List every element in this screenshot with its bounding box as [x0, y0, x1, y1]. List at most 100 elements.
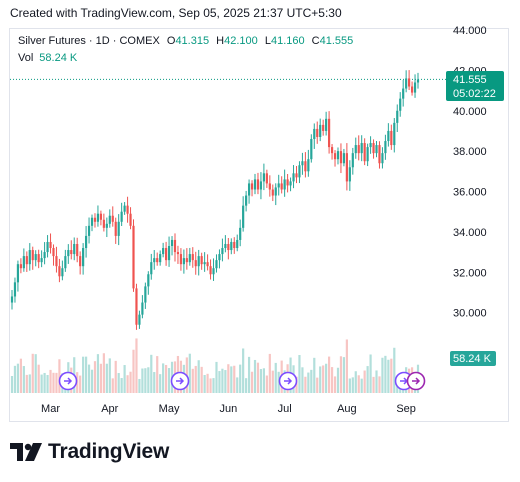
volume-bar	[40, 374, 43, 393]
event-marker-icon[interactable]	[58, 371, 78, 391]
legend-low-label: L	[264, 35, 271, 47]
event-marker-icon[interactable]	[278, 371, 298, 391]
volume-bar	[16, 363, 20, 393]
candle-body	[194, 260, 197, 267]
candle-body	[76, 243, 79, 257]
candle-body	[179, 254, 183, 265]
volume-bar	[114, 360, 117, 393]
volume-bar	[22, 366, 25, 393]
candle	[70, 240, 73, 260]
tradingview-logo-icon	[10, 443, 42, 461]
candle-body	[165, 248, 168, 261]
candle	[242, 196, 245, 232]
candle-body	[360, 143, 363, 154]
candle	[182, 249, 185, 274]
candle	[215, 254, 218, 273]
candle	[67, 244, 70, 264]
volume-bar	[333, 376, 337, 393]
candle-body	[247, 183, 251, 196]
volume-bar	[167, 368, 171, 393]
volume-legend-value: 58.24 K	[39, 52, 78, 64]
candle	[10, 289, 14, 310]
x-tick-label: Apr	[101, 403, 118, 415]
candle-body	[336, 151, 340, 160]
volume-bar	[345, 339, 348, 393]
candle-body	[416, 79, 420, 83]
candle	[336, 147, 340, 165]
volume-bar	[339, 356, 343, 393]
candle	[111, 206, 114, 227]
tradingview-brand[interactable]: TradingView	[10, 440, 169, 464]
candle-body	[167, 246, 171, 261]
candle-body	[339, 151, 343, 164]
candle-body	[58, 266, 61, 277]
volume-bar	[212, 378, 215, 393]
chart-legend: Silver Futures · 1D · COMEX O41.315 H42.…	[18, 35, 353, 47]
volume-bar	[363, 370, 366, 393]
y-tick-label: 36.000	[453, 187, 487, 199]
candle-body	[25, 256, 28, 265]
candle-body	[363, 143, 366, 162]
candles	[10, 70, 420, 330]
event-marker-icon[interactable]	[406, 371, 426, 391]
candle-body	[135, 288, 138, 325]
candle-body	[289, 181, 292, 186]
candle-body	[105, 223, 108, 228]
candle-body	[399, 98, 402, 111]
candle	[40, 250, 43, 268]
candle-body	[304, 161, 307, 172]
volume-bar	[123, 365, 126, 393]
candle	[256, 172, 260, 195]
candle-body	[384, 141, 387, 154]
candle-body	[123, 205, 126, 212]
volume-bar	[393, 347, 396, 393]
candle	[150, 253, 153, 280]
candle	[200, 252, 203, 270]
candle-body	[239, 227, 242, 240]
candle	[313, 123, 316, 149]
candle	[236, 234, 239, 252]
candle-body	[410, 86, 414, 93]
candle	[43, 242, 46, 265]
x-tick-label: Aug	[337, 403, 357, 415]
candle	[301, 152, 304, 175]
candle-body	[230, 241, 233, 251]
candle	[393, 118, 396, 153]
candle	[416, 72, 420, 89]
volume-bar	[384, 355, 387, 393]
candle-body	[209, 266, 212, 275]
candle	[375, 141, 378, 158]
candle	[283, 169, 286, 197]
candle	[79, 251, 82, 275]
candle	[387, 123, 390, 147]
y-tick-label: 44.000	[453, 25, 487, 37]
candle-body	[55, 256, 58, 267]
candle-body	[381, 153, 384, 164]
candle	[176, 245, 180, 264]
candle-body	[43, 252, 46, 259]
volume-bar	[52, 372, 55, 393]
candle-body	[212, 268, 215, 275]
x-tick-label: Mar	[41, 403, 60, 415]
candle-body	[144, 286, 147, 303]
candle-body	[265, 173, 268, 184]
candle-body	[197, 256, 200, 267]
candle-body	[215, 260, 218, 269]
price-axis: 30.00032.00034.00036.00038.00040.00042.0…	[453, 25, 487, 320]
candle	[102, 213, 105, 232]
volume-bar	[387, 359, 390, 393]
volume-bar	[259, 369, 263, 393]
candle-body	[396, 110, 399, 123]
candle	[28, 243, 31, 271]
event-marker-icon[interactable]	[170, 371, 190, 391]
candle	[22, 248, 25, 272]
volume-bar	[34, 354, 37, 393]
price-chart[interactable]: 30.00032.00034.00036.00038.00040.00042.0…	[0, 0, 520, 430]
candle-body	[138, 314, 141, 325]
candle	[357, 135, 360, 161]
candle-body	[351, 153, 354, 168]
candle	[402, 80, 405, 107]
candle	[413, 74, 417, 98]
x-tick-label: Sep	[396, 403, 416, 415]
candle	[46, 235, 49, 258]
